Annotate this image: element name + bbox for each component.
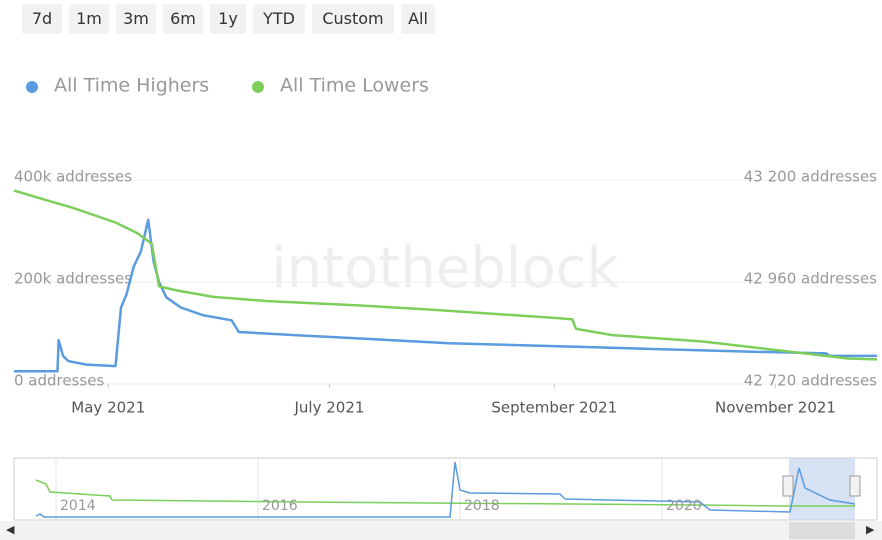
range-button[interactable]: 1y bbox=[210, 4, 246, 34]
legend-marker bbox=[26, 81, 38, 93]
x-tick-label: July 2021 bbox=[294, 399, 365, 417]
navigator-year: 2014 bbox=[60, 498, 96, 514]
y2-tick-label: 43 200 addresses bbox=[744, 168, 877, 186]
range-button[interactable]: 1m bbox=[69, 4, 109, 34]
legend-label: All Time Highers bbox=[54, 75, 209, 97]
watermark: intotheblock bbox=[271, 236, 619, 301]
scroll-right[interactable]: ▶ bbox=[866, 523, 875, 536]
navigator-year: 2020 bbox=[666, 498, 702, 514]
x-tick-label: November 2021 bbox=[715, 399, 836, 417]
legend-label: All Time Lowers bbox=[280, 75, 429, 97]
x-tick-label: September 2021 bbox=[491, 399, 617, 417]
legend-marker bbox=[252, 81, 264, 93]
range-button[interactable]: 6m bbox=[163, 4, 203, 34]
navigator: ◀ ▶ bbox=[0, 457, 882, 540]
range-button[interactable]: All bbox=[401, 4, 435, 34]
navigator-line bbox=[35, 461, 856, 518]
navigator-handle[interactable] bbox=[782, 475, 794, 497]
scroll-left[interactable]: ◀ bbox=[6, 523, 15, 536]
series-line bbox=[13, 189, 878, 361]
range-button[interactable]: 7d bbox=[22, 4, 62, 34]
y2-tick-label: 42 720 addresses bbox=[744, 372, 877, 390]
range-button[interactable]: Custom bbox=[312, 4, 394, 34]
navigator-frame bbox=[13, 457, 878, 521]
navigator-year: 2018 bbox=[464, 498, 500, 514]
y-tick-label: 200k addresses bbox=[14, 270, 132, 288]
scrollbar-thumb[interactable] bbox=[789, 522, 855, 539]
navigator-year: 2016 bbox=[262, 498, 298, 514]
navigator-line bbox=[35, 479, 855, 507]
y2-tick-label: 42 960 addresses bbox=[744, 270, 877, 288]
navigator-selection[interactable] bbox=[789, 458, 855, 520]
range-button[interactable]: YTD bbox=[253, 4, 305, 34]
y-tick-label: 400k addresses bbox=[14, 168, 132, 186]
navigator-handle[interactable] bbox=[849, 475, 861, 497]
range-button[interactable]: 3m bbox=[116, 4, 156, 34]
x-tick-label: May 2021 bbox=[71, 399, 145, 417]
y-tick-label: 0 addresses bbox=[14, 372, 104, 390]
scrollbar[interactable] bbox=[0, 521, 882, 540]
